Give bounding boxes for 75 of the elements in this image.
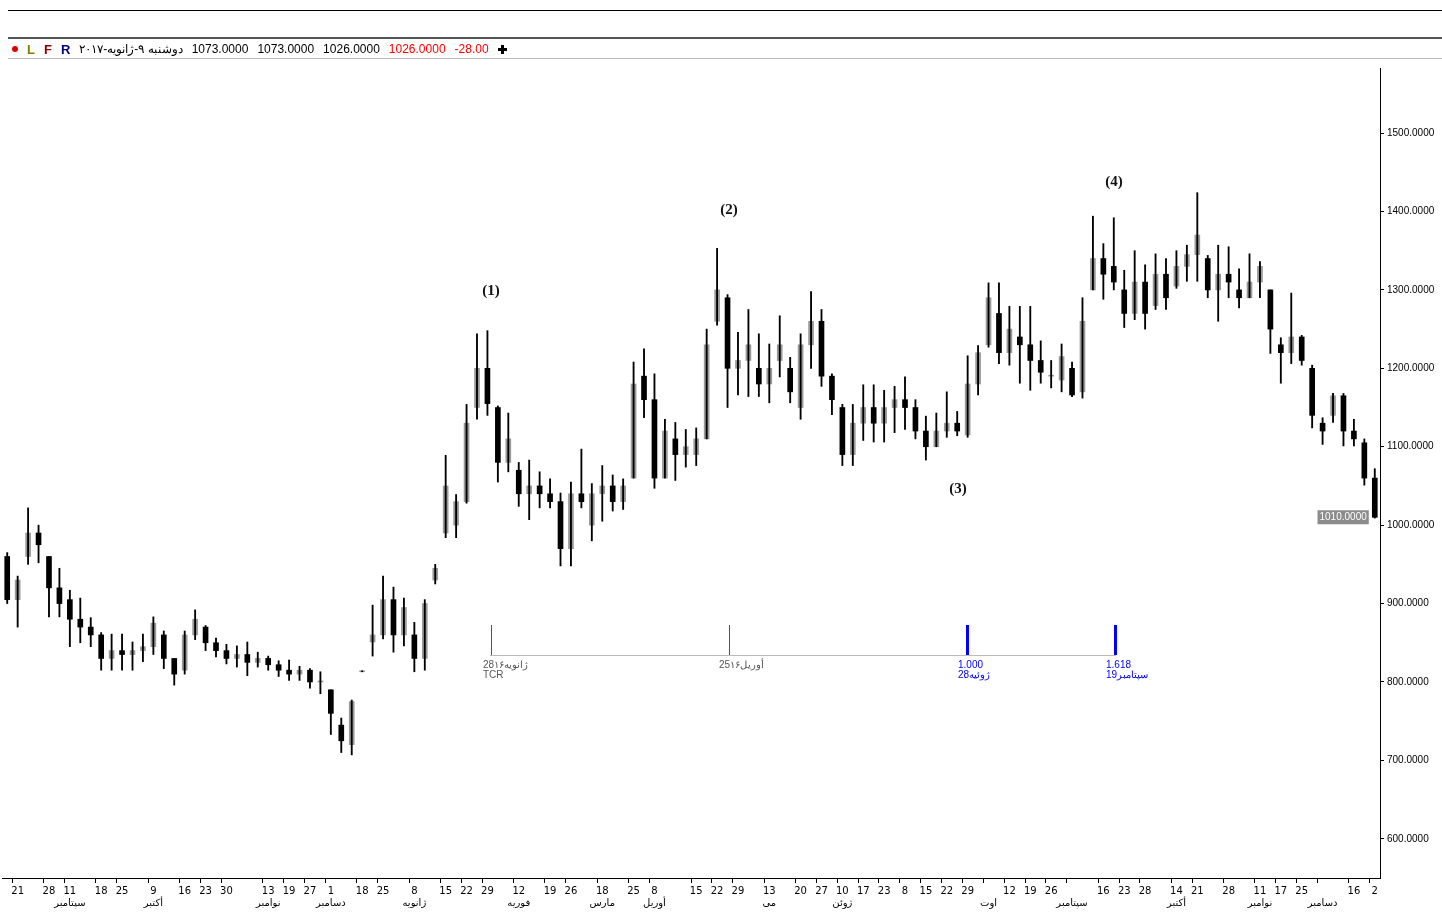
annotation: 28ژانویه۱۶ <box>483 659 529 670</box>
text: 1073.0000 <box>257 42 315 56</box>
y-tick-label: 1500.0000 <box>1387 126 1435 138</box>
y-tick-label: 900.0000 <box>1387 597 1430 609</box>
x-tick-label: 30 <box>220 884 233 896</box>
y-tick-label: 1100.0000 <box>1387 440 1434 452</box>
x-tick-label: 18 <box>94 884 108 896</box>
y-tick-label: 800.0000 <box>1387 675 1430 687</box>
annotation: 1010.0000 <box>1319 511 1368 523</box>
annotation: (4) <box>1105 172 1123 190</box>
x-tick-label: 26 <box>564 884 578 896</box>
x-tick-label: 20 <box>794 884 807 896</box>
x-tick-label: سپتامبر <box>1055 896 1088 909</box>
x-tick-label: 28 <box>1138 884 1152 896</box>
x-tick-label: 27 <box>303 884 317 896</box>
x-tick-label: 8 <box>901 884 909 896</box>
x-tick-label: 15 <box>919 884 933 896</box>
annotation: 1.000 <box>958 659 984 670</box>
x-tick-label: 22 <box>940 884 954 896</box>
annotation: 1.618 <box>1106 659 1132 670</box>
x-tick-label: 16 <box>1347 884 1361 896</box>
x-tick-label: 25 <box>376 884 390 896</box>
x-tick-label: 21 <box>11 884 25 896</box>
x-tick-label: 22 <box>460 884 473 896</box>
text: 1026.0000 <box>388 42 446 56</box>
x-tick-label: 12 <box>1003 884 1016 896</box>
x-tick-label: دسامبر <box>1306 896 1338 908</box>
candlestick <box>359 670 365 673</box>
y-tick-label: 1200.0000 <box>1387 362 1435 374</box>
y-tick-label: 600.0000 <box>1387 832 1430 844</box>
y-tick-label: 1400.0000 <box>1387 205 1435 217</box>
text: R <box>60 41 71 57</box>
annotation: (1) <box>482 281 500 299</box>
y-tick-label: 700.0000 <box>1387 754 1430 766</box>
x-tick-label: 17 <box>856 884 870 896</box>
text: -28.00 <box>454 42 489 56</box>
x-tick-label: 28 <box>1222 884 1235 896</box>
text: 1026.0000 <box>323 42 380 56</box>
annotation: (2) <box>720 200 738 218</box>
annotation: TCR <box>483 669 504 680</box>
x-tick-label: 18 <box>355 884 369 896</box>
x-tick-label: 28 <box>42 884 56 896</box>
x-tick-label: 25 <box>1295 884 1309 896</box>
x-tick-label: 29 <box>731 884 745 896</box>
annotation: 19سپتامبر <box>1106 669 1149 680</box>
x-tick-label: 23 <box>1117 884 1131 896</box>
x-tick-label: 23 <box>199 884 212 896</box>
x-tick-label: 17 <box>1274 884 1288 896</box>
y-tick-label: 1000.0000 <box>1387 518 1435 530</box>
annotation: (3) <box>949 479 967 497</box>
x-tick-label: 19 <box>282 884 296 896</box>
y-tick-label: 1300.0000 <box>1387 283 1435 295</box>
x-tick-label: 25 <box>627 884 640 896</box>
x-tick-label: 19 <box>543 884 557 896</box>
text: L <box>27 41 35 57</box>
x-tick-label: 29 <box>481 884 494 896</box>
annotation: 25أوريل۱۶ <box>719 659 765 670</box>
x-tick-label: 26 <box>1044 884 1058 896</box>
x-tick-label: اوت <box>980 896 998 909</box>
x-tick-label: 27 <box>815 884 828 896</box>
text: F <box>43 41 52 57</box>
x-tick-label: 29 <box>961 884 975 896</box>
x-tick-label: 16 <box>1096 884 1110 896</box>
text: 1073.0000 <box>191 42 249 56</box>
x-tick-label: 2 <box>1371 884 1378 896</box>
x-tick-label: 25 <box>115 884 129 896</box>
annotation: 28ژوئیه <box>958 669 991 680</box>
x-tick-label: 15 <box>689 884 703 896</box>
x-tick-label: 22 <box>710 884 724 896</box>
x-tick-label: 23 <box>877 884 891 896</box>
text: دوشنبه ۹-ژانویه-۲۰۱۷ <box>79 42 183 56</box>
x-tick-label: 19 <box>1023 884 1037 896</box>
x-tick-label: 16 <box>178 884 192 896</box>
x-tick-label: 21 <box>1190 884 1204 896</box>
x-tick-label: 15 <box>439 884 453 896</box>
